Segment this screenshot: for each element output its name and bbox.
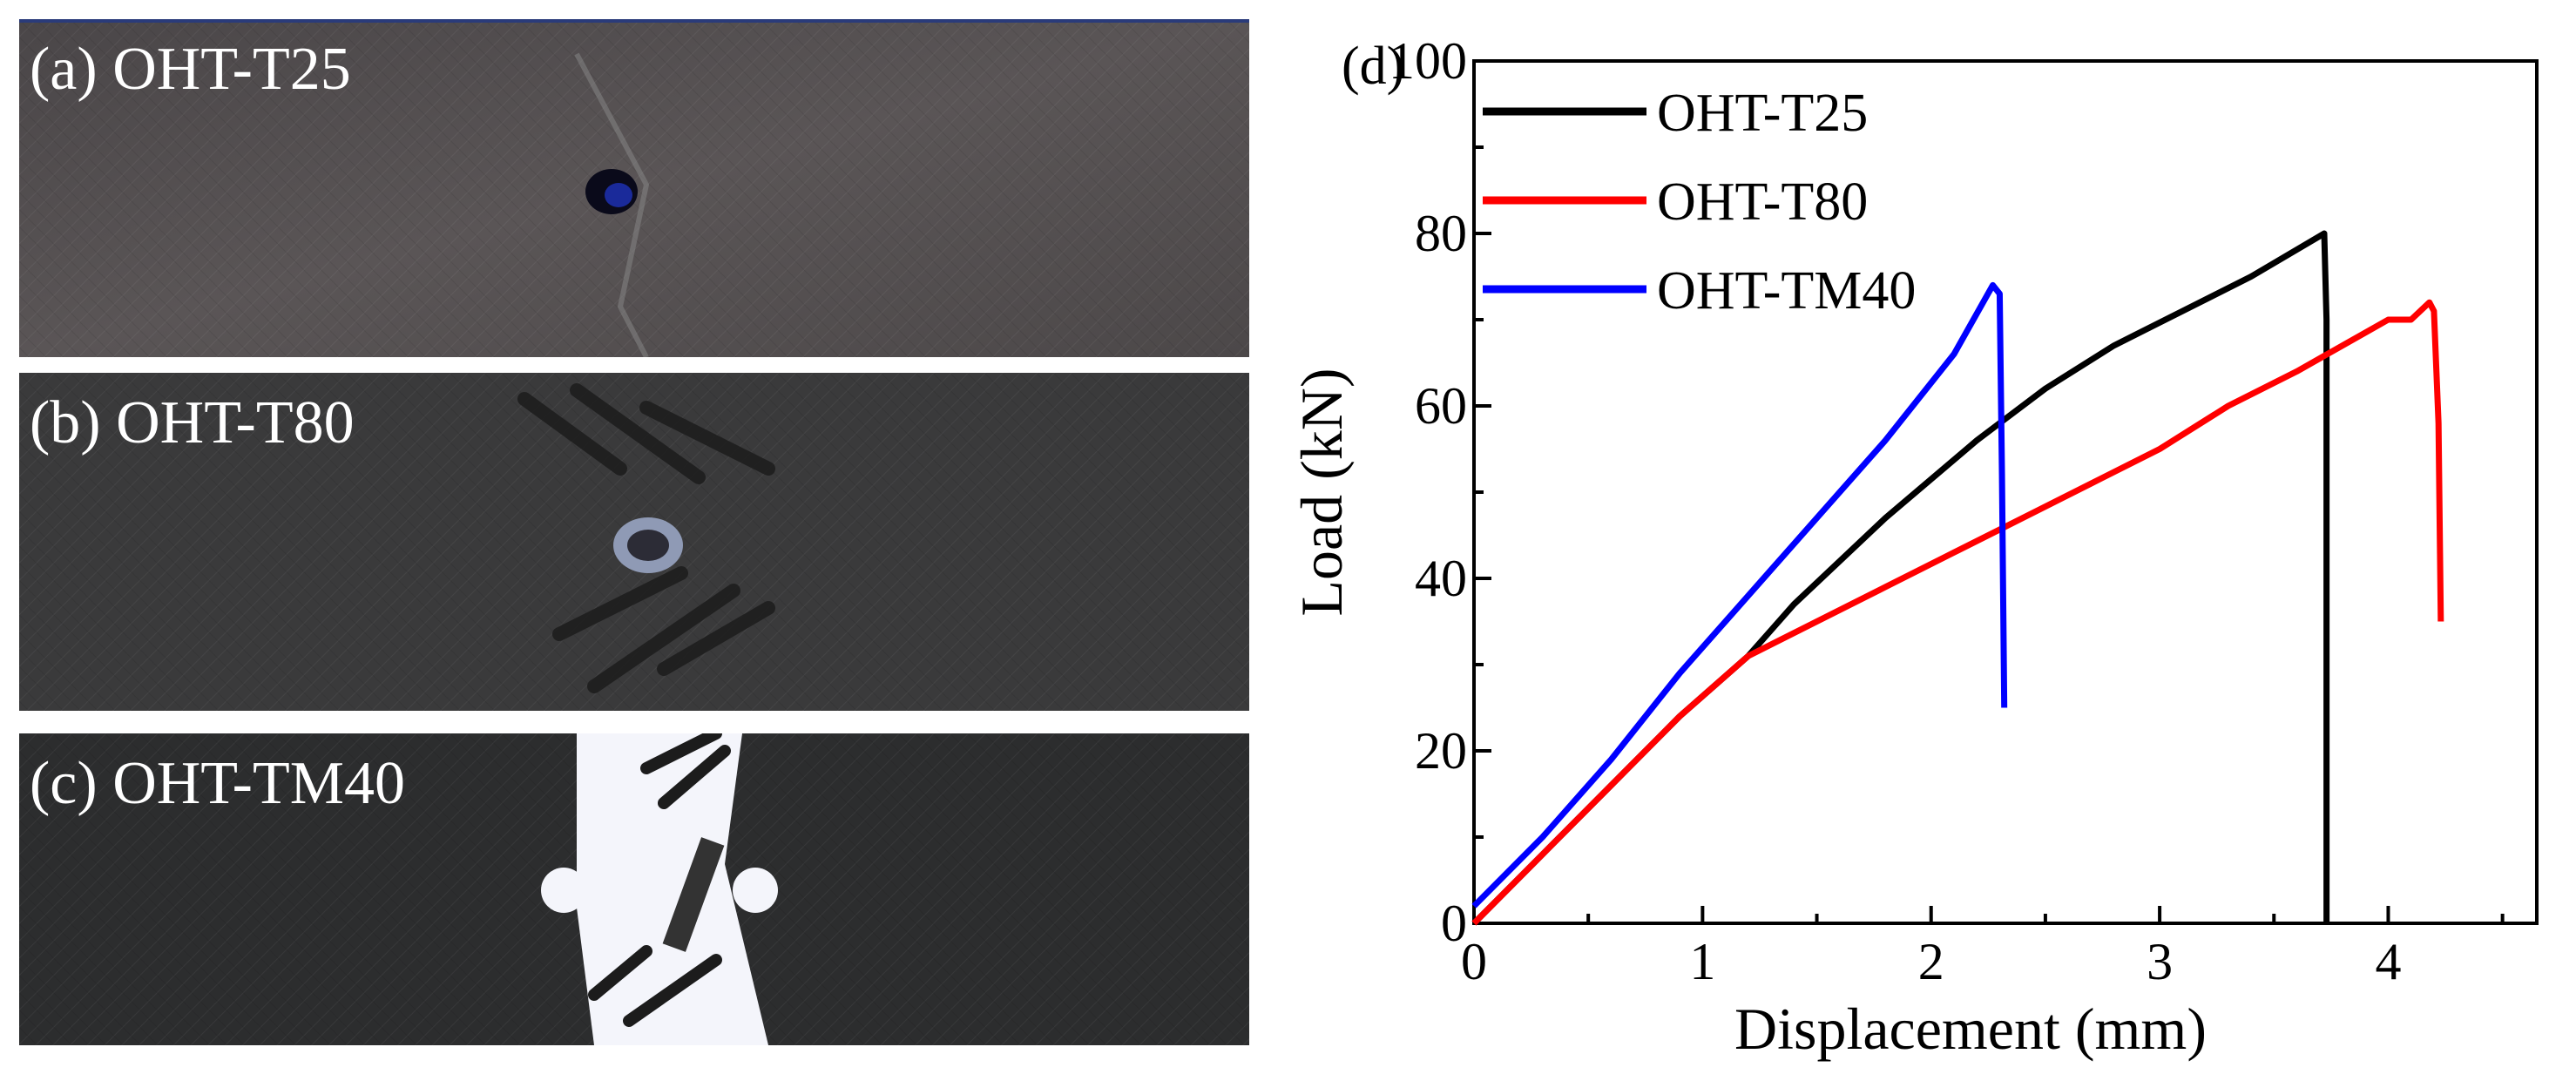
y-tick-label: 0: [1441, 895, 1467, 952]
specimen-image-c: [19, 733, 1249, 1045]
x-tick-label: 1: [1689, 933, 1715, 990]
panel-label-b: (b) OHT-T80: [30, 389, 355, 456]
x-tick-label: 3: [2147, 933, 2173, 990]
series-lines: [1471, 230, 2444, 926]
series-line-oht-t80: [1471, 299, 2444, 926]
x-tick-label: 0: [1461, 933, 1487, 990]
y-tick-label: 20: [1415, 722, 1467, 780]
specimen-image-b: [19, 373, 1249, 711]
panel-label-c: (c) OHT-TM40: [30, 750, 405, 817]
y-tick-label: 40: [1415, 550, 1467, 607]
specimen-photo-oht-t80: (b) OHT-T80: [19, 373, 1249, 711]
legend-label: OHT-T80: [1657, 172, 1868, 232]
x-tick-label: 4: [2375, 933, 2401, 990]
plot-frame: [1472, 59, 2539, 925]
panel-label-a: (a) OHT-T25: [30, 36, 351, 103]
legend-label: OHT-TM40: [1657, 261, 1916, 321]
specimen-image-a: [19, 19, 1249, 357]
y-tick-label: 80: [1415, 205, 1467, 262]
series-line-oht-tm40: [1471, 281, 2008, 909]
x-axis-label: Displacement (mm): [1734, 996, 2207, 1062]
specimen-photo-oht-tm40: (c) OHT-TM40: [19, 733, 1249, 1045]
panel-label-d: (d): [1342, 37, 1404, 96]
y-tick-label: 100: [1389, 32, 1467, 90]
specimen-photo-ohti-t25: (a) OHT-T25: [19, 19, 1249, 357]
y-tick-label: 60: [1415, 377, 1467, 435]
y-axis-label: Load (kN): [1288, 368, 1355, 616]
legend: OHT-T25 OHT-T80 OHT-TM40: [1483, 84, 1916, 321]
x-tick-label: 2: [1918, 933, 1944, 990]
legend-label: OHT-T25: [1657, 84, 1868, 143]
